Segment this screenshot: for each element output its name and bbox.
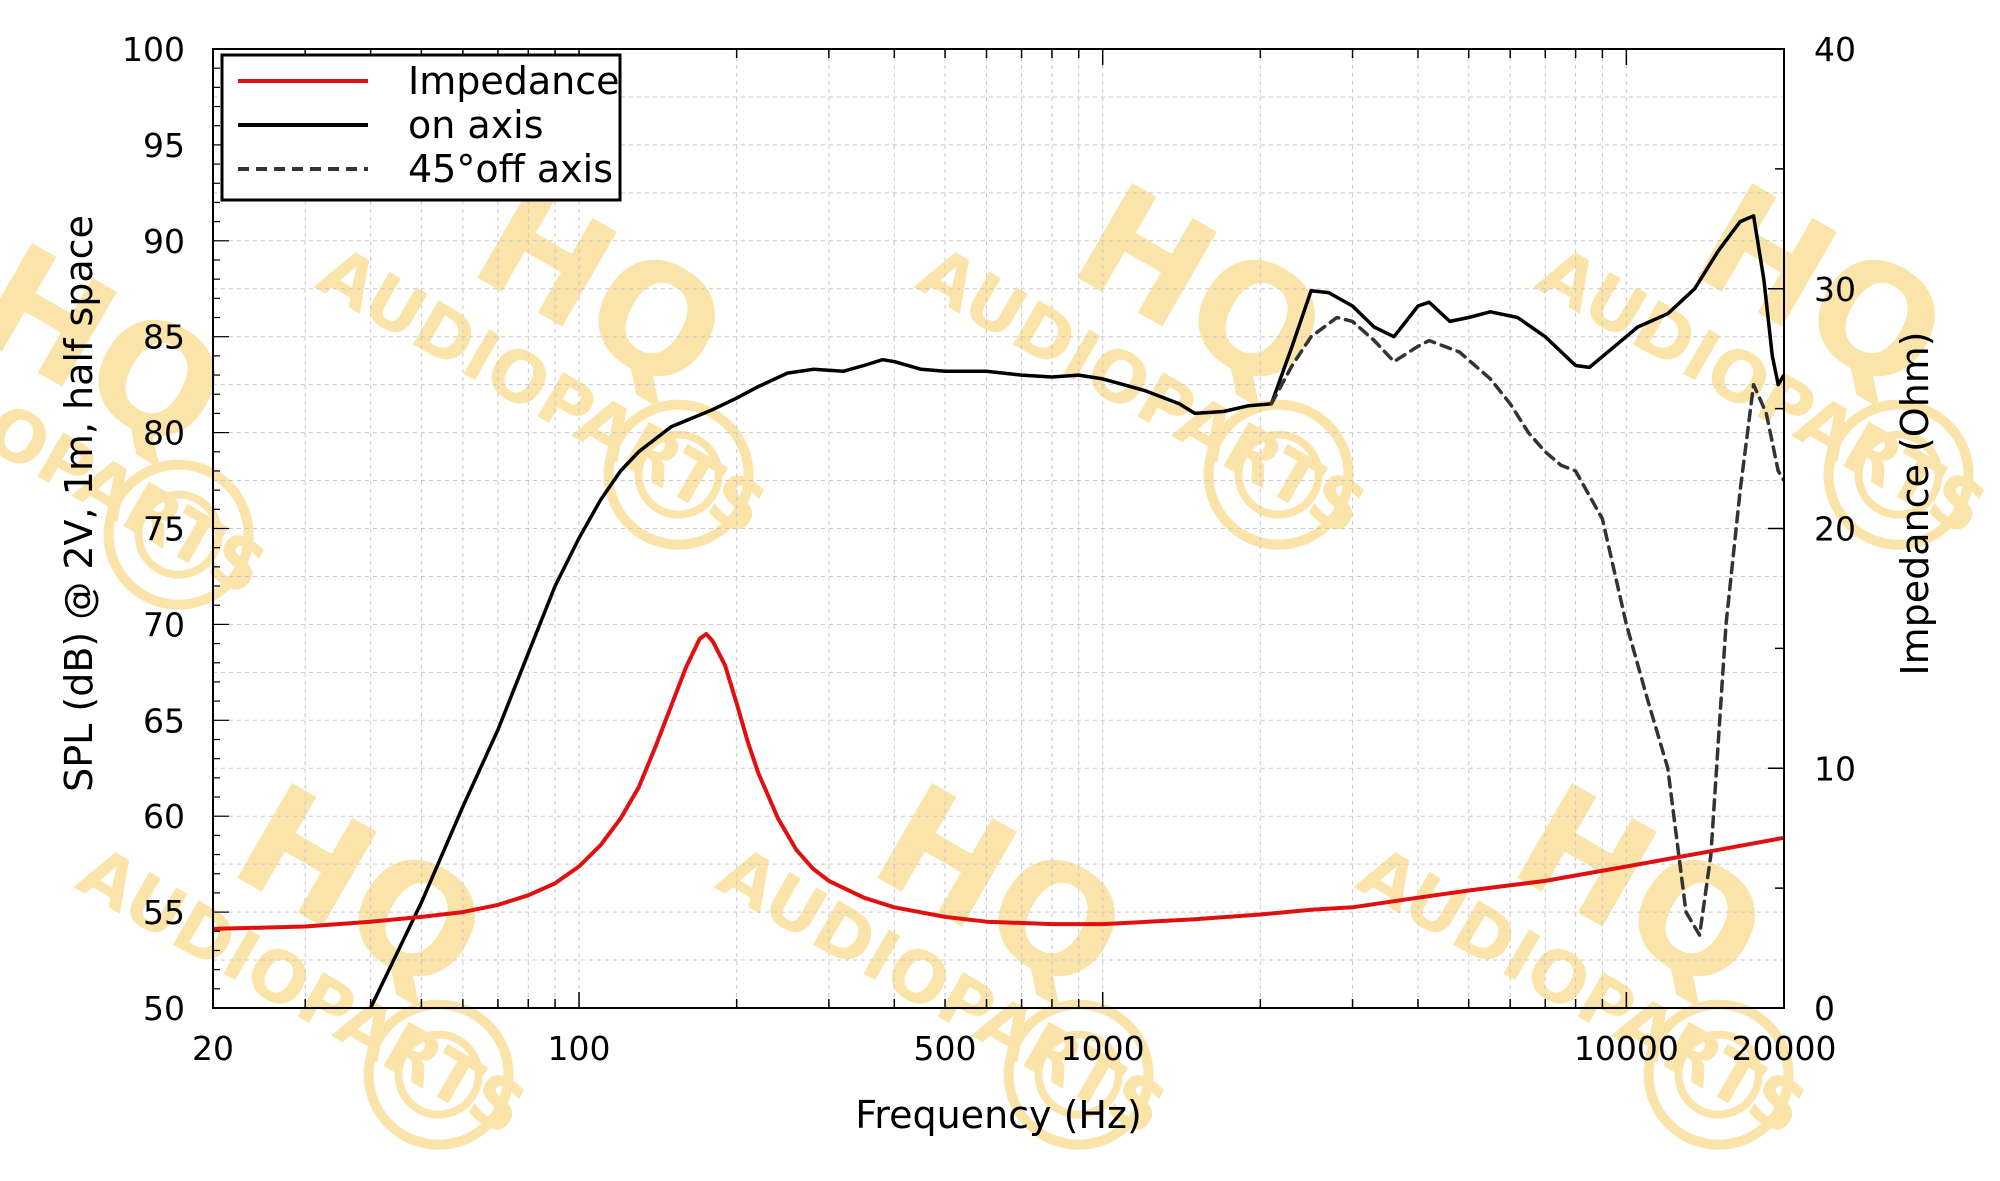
y-tick-label: 80 — [143, 414, 185, 453]
legend-label: 45°off axis — [408, 147, 613, 191]
y-tick-label: 85 — [143, 318, 185, 357]
y2-axis-title: Impedance (Ohm) — [1893, 331, 1937, 675]
legend-box — [220, 53, 622, 202]
y-tick-label: 65 — [143, 701, 185, 740]
y2-tick-label: 40 — [1814, 30, 1856, 69]
y2-tick-label: 0 — [1814, 989, 1835, 1028]
y-tick-label: 95 — [143, 126, 185, 165]
y2-tick-label: 10 — [1814, 749, 1856, 788]
watermark-coil-icon — [1003, 999, 1154, 1150]
watermark-coil-inner-icon — [634, 430, 723, 519]
watermark-coil-inner-icon — [394, 1030, 483, 1119]
x-tick-label: 500 — [914, 1029, 977, 1068]
series-line-impedance — [213, 632, 1784, 931]
tick-labels: 20 100 500 1000 10000 20000505560657075808590… — [122, 30, 1856, 1068]
watermark-coil-icon — [603, 399, 754, 550]
y-tick-label: 60 — [143, 797, 185, 836]
series-line-on-axis — [368, 214, 1784, 1008]
x-axis-title: Frequency (Hz) — [855, 1093, 1142, 1137]
watermark-coil-icon — [1643, 999, 1794, 1150]
legend-label: Impedance — [408, 59, 620, 103]
watermark-coil-icon — [1203, 399, 1354, 550]
y-tick-label: 100 — [122, 30, 185, 69]
y-tick-label: 50 — [143, 989, 185, 1028]
y2-tick-label: 30 — [1814, 270, 1856, 309]
watermark-coil-inner-icon — [1854, 430, 1943, 519]
y-tick-label: 75 — [143, 510, 185, 549]
y-tick-label: 90 — [143, 222, 185, 261]
y-tick-label: 55 — [143, 893, 185, 932]
series-layer — [213, 214, 1784, 1008]
y-tick-label: 70 — [143, 605, 185, 644]
x-tick-label: 20 — [192, 1029, 234, 1068]
watermark-coil-icon — [363, 999, 514, 1150]
watermark-coil-inner-icon — [1034, 1030, 1123, 1119]
y-axis-title: SPL (dB) @ 2V, 1m, half space — [57, 215, 101, 792]
axis-ticks — [213, 48, 1784, 1009]
legend-label: on axis — [408, 103, 544, 147]
series-line-45-off-axis — [1269, 315, 1784, 937]
watermark-coil-inner-icon — [1234, 430, 1323, 519]
watermark-coil-icon — [1823, 399, 1974, 550]
y2-tick-label: 20 — [1814, 510, 1856, 549]
x-tick-label: 1000 — [1061, 1029, 1145, 1068]
x-tick-label: 10000 — [1574, 1029, 1679, 1068]
grid — [213, 49, 1784, 1008]
x-tick-label: 100 — [548, 1029, 611, 1068]
watermark-coil-inner-icon — [1674, 1030, 1763, 1119]
x-tick-label: 20000 — [1732, 1029, 1837, 1068]
